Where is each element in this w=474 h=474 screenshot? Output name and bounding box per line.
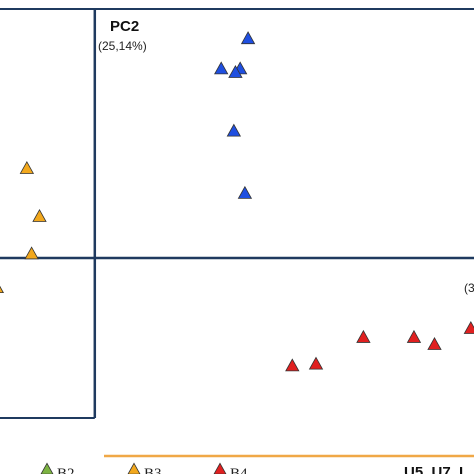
pc2-axis-title: PC2 (110, 18, 139, 35)
point-series-2-5 (237, 185, 253, 199)
data-points (0, 31, 474, 372)
point-series-3-2 (356, 329, 371, 343)
group-label: U5, U7, I (404, 464, 463, 474)
point-series-1-0 (19, 160, 35, 174)
point-series-3-4 (427, 337, 442, 350)
point-series-2-0 (240, 31, 256, 45)
point-series-1-2 (24, 246, 39, 260)
legend-label-b4: B4 (230, 466, 248, 474)
point-series-1-1 (32, 208, 47, 222)
legend-marker-b4 (213, 462, 227, 474)
pc1-axis-variance-fragment: (3 (464, 281, 474, 295)
point-series-3-1 (308, 356, 324, 370)
legend-label-b2: B2 (57, 466, 75, 474)
legend-label-b3: B3 (144, 466, 162, 474)
point-series-1-3 (0, 285, 5, 294)
legend: B2 B3 B4 (40, 462, 248, 474)
legend-marker-b3 (127, 462, 141, 474)
point-series-2-4 (226, 123, 242, 137)
legend-marker-b2 (40, 462, 54, 474)
pc2-axis-variance: (25,14%) (98, 39, 147, 53)
point-series-2-3 (228, 64, 243, 78)
point-series-3-5 (463, 321, 474, 334)
point-series-3-0 (285, 358, 300, 372)
point-series-3-3 (406, 329, 422, 343)
point-series-2-1 (214, 61, 229, 75)
